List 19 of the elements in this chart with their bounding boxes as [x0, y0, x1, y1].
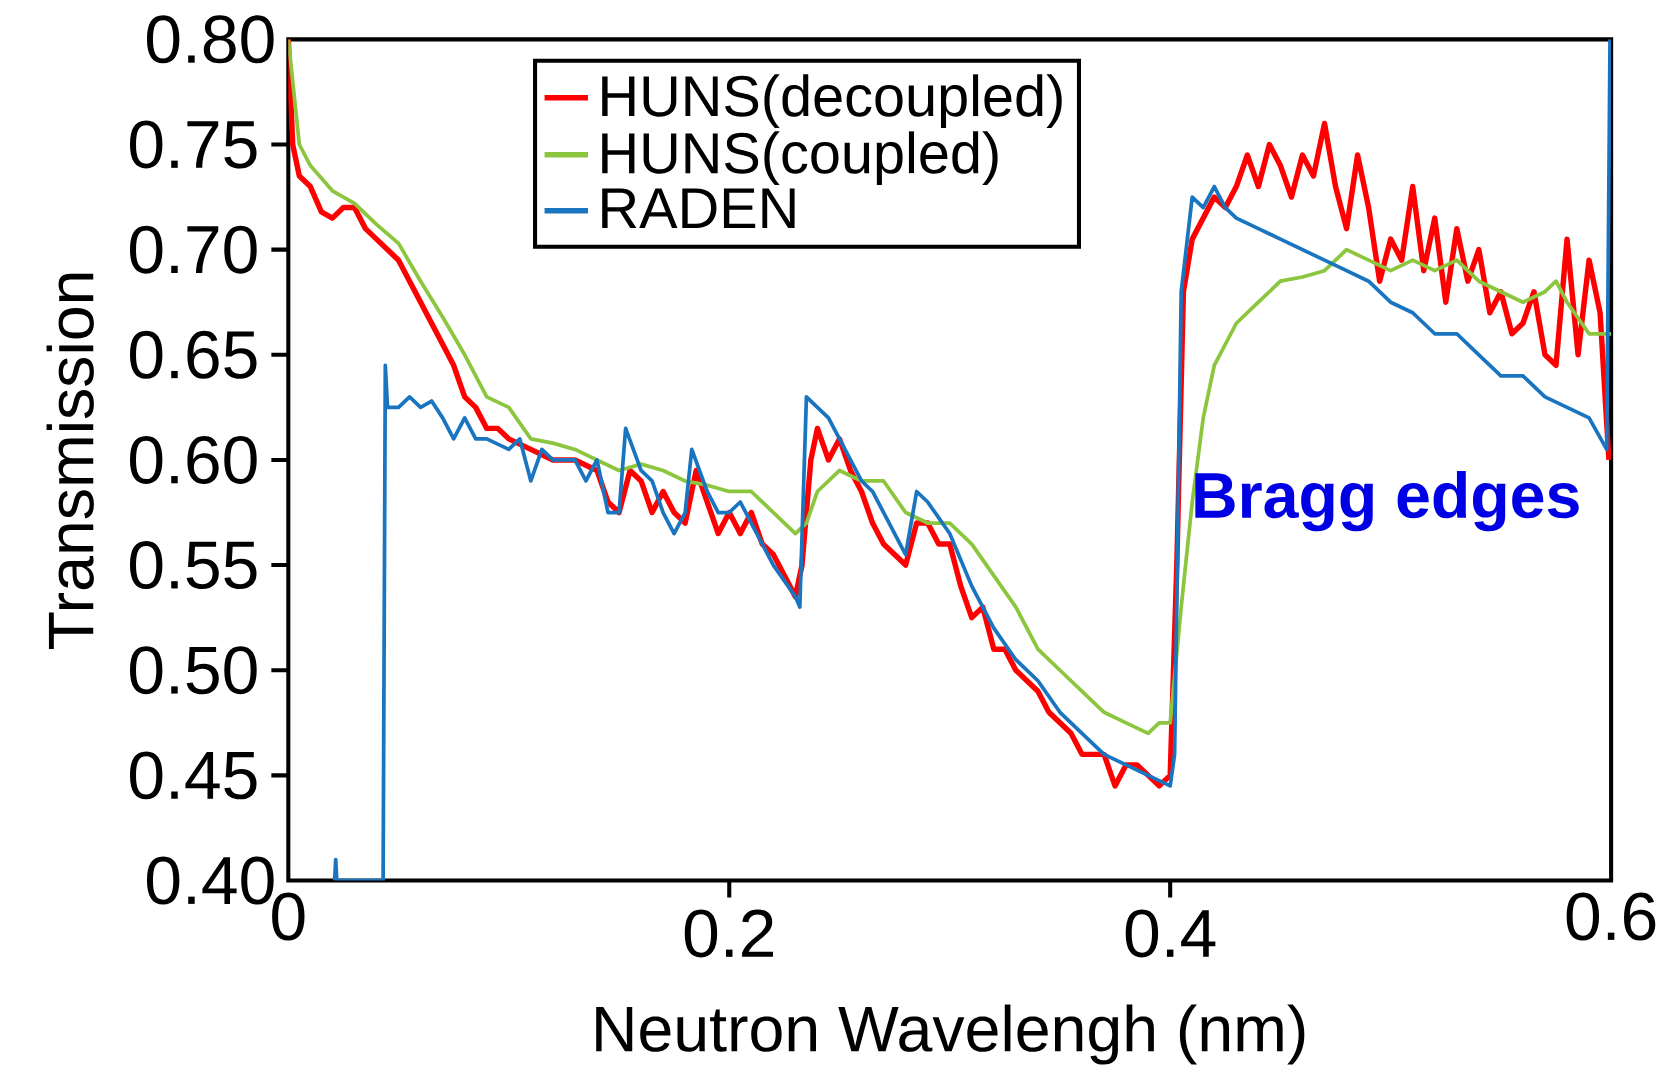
y-tick-label: 0.80 [146, 15, 274, 64]
y-tick-label: 0.50 [130, 646, 257, 695]
y-axis-title: Transmission [46, 273, 94, 649]
x-tick-label: 0.6 [1566, 892, 1656, 941]
x-tick-label: 0 [272, 892, 305, 941]
y-tick-label: 0.40 [146, 856, 274, 905]
y-tick-label: 0.60 [130, 435, 257, 484]
x-tick-label: 0.2 [684, 909, 773, 958]
legend-label: RADEN [602, 188, 795, 228]
y-tick-label: 0.55 [130, 540, 257, 589]
x-axis-title: Neutron Wavelengh (nm) [596, 1004, 1305, 1065]
y-tick-label: 0.65 [130, 330, 257, 379]
y-tick-label: 0.45 [130, 751, 257, 800]
annotation: Bragg edges [1195, 470, 1579, 532]
legend-label: HUNS(coupled) [602, 131, 998, 185]
y-tick-label: 0.75 [130, 120, 257, 169]
y-tick-label: 0.70 [130, 225, 257, 274]
legend-label: HUNS(decoupled) [602, 74, 1062, 128]
x-tick-label: 0.4 [1125, 909, 1216, 958]
